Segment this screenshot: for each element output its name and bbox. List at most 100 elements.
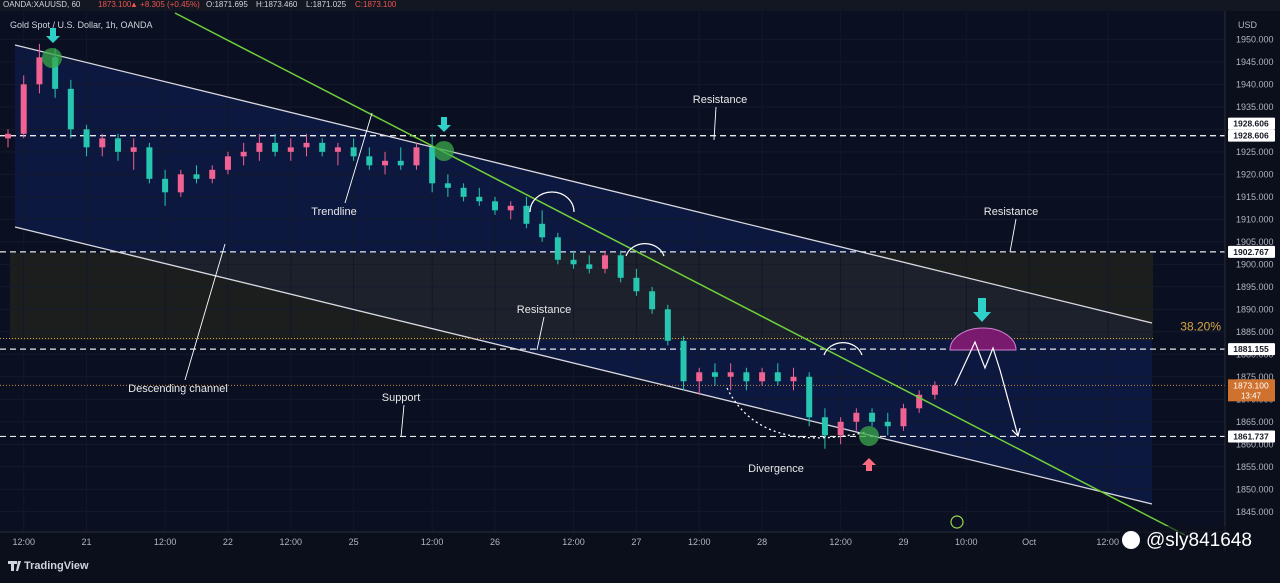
event-icon [950, 515, 964, 529]
brand: TradingView [24, 560, 89, 572]
y-tick-label: 1905.000 [1236, 237, 1274, 247]
x-tick-label: 12:00 [280, 537, 303, 547]
header-close: C:1873.100 [355, 0, 397, 9]
candle-body [52, 57, 59, 89]
candle-body [633, 277, 640, 292]
fib-zone [10, 253, 1153, 340]
annotation-pointers [184, 106, 1017, 438]
last-price-label: 1873.100 [1233, 380, 1269, 390]
candle-body [649, 291, 656, 310]
arc-projection [949, 327, 1017, 351]
candle-body [869, 412, 876, 422]
projection-path [954, 340, 1019, 437]
pointer [713, 106, 717, 141]
y-tick-label: 1865.000 [1236, 417, 1274, 427]
pointer [536, 316, 545, 351]
y-tick-label: 1935.000 [1236, 102, 1274, 112]
candle-body [916, 394, 923, 409]
annotation: Resistance [517, 304, 571, 316]
watermark-bg [1120, 526, 1270, 554]
candle-body [366, 156, 373, 166]
down-arrow [46, 28, 60, 43]
candle-body [303, 142, 310, 148]
y-tick-label: 1895.000 [1236, 282, 1274, 292]
candle-body [617, 255, 624, 278]
candle-body [397, 160, 404, 166]
x-tick-label: 12:00 [421, 537, 444, 547]
candle-body [177, 174, 184, 193]
watermark-icon [1122, 531, 1140, 549]
candle-body [774, 372, 781, 382]
header-bar [0, 0, 1280, 11]
candle-body [523, 205, 530, 224]
candle-body [853, 412, 860, 422]
y-tick-label: 1885.000 [1236, 327, 1274, 337]
candle-body [444, 183, 451, 188]
candle-body [83, 129, 90, 148]
candle-body [790, 376, 797, 382]
candle-body [570, 259, 577, 265]
candle-body [99, 138, 106, 148]
x-tick-label: 12:00 [688, 537, 711, 547]
x-tick-label: 25 [349, 537, 359, 547]
arc [625, 243, 665, 257]
brand-logo [8, 561, 21, 571]
level-tag [1228, 129, 1275, 142]
candle-body [287, 147, 294, 152]
pointer [184, 243, 226, 381]
channel-lower [14, 226, 1153, 505]
candle-body [539, 223, 546, 238]
marker-circle [434, 141, 454, 161]
candle-body [554, 237, 561, 260]
marker-circle [42, 48, 62, 68]
candle-body [492, 201, 499, 211]
candle-body [20, 84, 27, 134]
candle-body [224, 156, 231, 170]
watermark: @sly841648 [1146, 530, 1252, 551]
x-tick-label: 10:00 [955, 537, 978, 547]
y-tick-label: 1900.000 [1236, 259, 1274, 269]
x-tick-label: 12:00 [829, 537, 852, 547]
candle-body [460, 187, 467, 197]
level-tag [1228, 117, 1275, 130]
candle-body [884, 421, 891, 427]
arc [529, 191, 575, 213]
annotation: Resistance [693, 94, 747, 106]
footer [0, 553, 1280, 578]
candle-body [429, 147, 436, 184]
pointer [400, 404, 405, 438]
arc [823, 342, 863, 356]
candle-body [727, 372, 734, 377]
candle-body [272, 142, 279, 152]
candle-body [334, 147, 341, 152]
pointer [344, 112, 373, 204]
candle-body [931, 385, 938, 395]
candle-body [67, 88, 74, 130]
candle-body [680, 340, 687, 382]
candle-body [319, 142, 326, 152]
y-tick-label: 1890.000 [1236, 304, 1274, 314]
header-open: O:1871.695 [206, 0, 248, 9]
down-arrow [437, 117, 451, 132]
candle-body [759, 372, 766, 382]
header-symbol: OANDA:XAUUSD, 60 [3, 0, 81, 9]
candle-body [36, 57, 43, 85]
level-tag [1228, 343, 1275, 356]
marker-circle [859, 426, 879, 446]
x-tick-label: 12:00 [562, 537, 585, 547]
down-arrow [973, 298, 991, 322]
x-tick-label: 27 [631, 537, 641, 547]
candle-body [382, 160, 389, 166]
x-tick-label: 26 [490, 537, 500, 547]
candle-body [806, 376, 813, 418]
x-tick-label: 12:00 [154, 537, 177, 547]
level-tag-label: 1928.606 [1233, 119, 1269, 129]
channel-upper [14, 44, 1153, 324]
y-tick-label: 1910.000 [1236, 214, 1274, 224]
level-tag [1228, 245, 1275, 258]
candle-body [209, 169, 216, 179]
candle-body [193, 174, 200, 179]
y-tick-label: 1950.000 [1236, 34, 1274, 44]
y-tick-label: 1925.000 [1236, 147, 1274, 157]
